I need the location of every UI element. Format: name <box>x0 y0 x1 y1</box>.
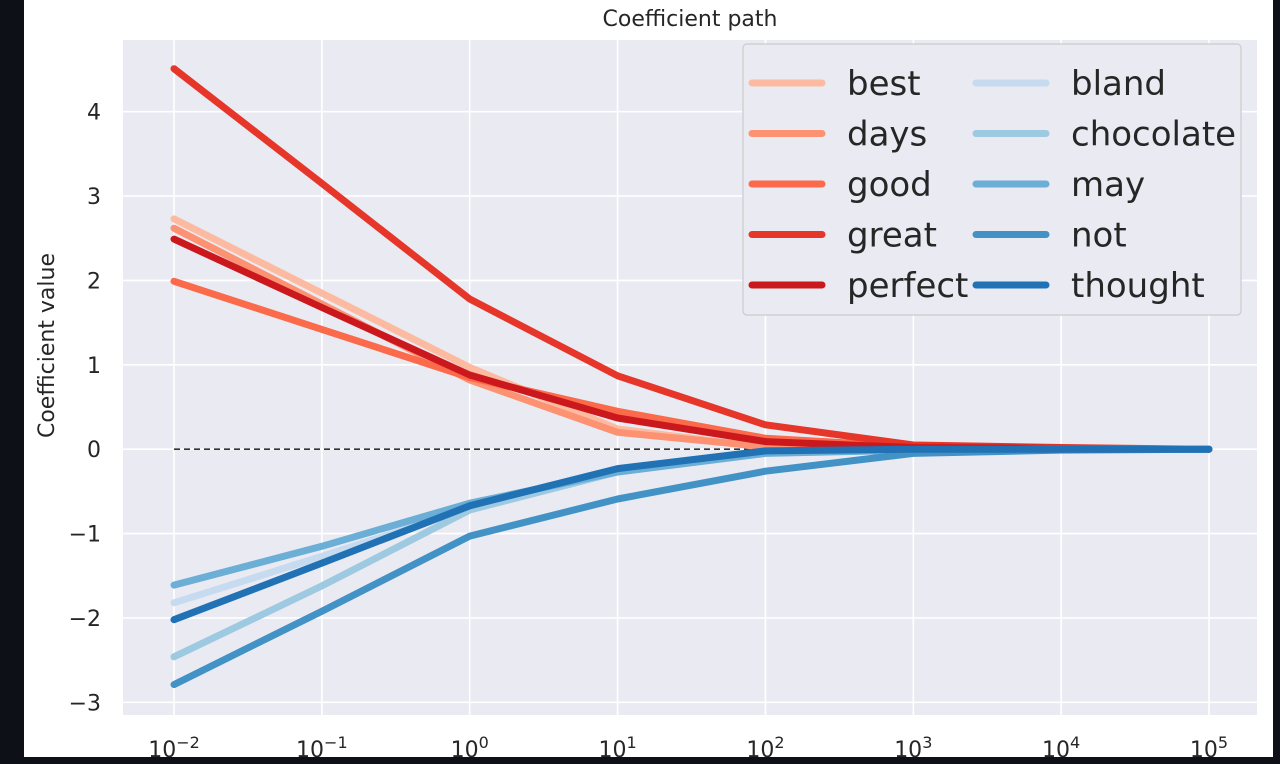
y-tick-label: 1 <box>87 354 101 379</box>
y-tick-label: −3 <box>69 691 101 716</box>
legend-item-great: great <box>748 216 937 256</box>
y-axis-tick-labels: −3 −2 −1 0 1 2 3 4 <box>69 101 101 717</box>
legend-item-thought: thought <box>972 266 1205 306</box>
y-tick-label: 4 <box>87 101 101 126</box>
legend-box <box>742 43 1242 316</box>
legend-label: perfect <box>847 266 968 306</box>
x-axis-tick-labels: 10−2 10−1 100 101 102 103 104 105 <box>148 733 1228 757</box>
legend-label: bland <box>1071 64 1166 104</box>
legend-label: great <box>847 216 937 256</box>
legend: best days good great perfect bland chocolate ma… <box>742 43 1242 316</box>
x-tick-label: 105 <box>1190 733 1228 757</box>
x-tick-label: 104 <box>1042 733 1080 757</box>
coefficient-path-chart: −3 −2 −1 0 1 2 3 4 10−2 10−1 100 101 102 103 104 105 C… <box>35 7 1257 757</box>
y-axis-label: Coefficient value <box>35 253 60 438</box>
legend-label: good <box>847 165 932 205</box>
x-tick-label: 100 <box>451 733 489 757</box>
legend-item-days: days <box>748 115 927 155</box>
legend-label: may <box>1071 165 1145 205</box>
legend-item-good: good <box>748 165 932 205</box>
legend-item-bland: bland <box>972 64 1166 104</box>
x-tick-label: 103 <box>894 733 932 757</box>
legend-label: not <box>1071 216 1127 256</box>
x-tick-label: 101 <box>598 733 636 757</box>
legend-item-not: not <box>972 216 1127 256</box>
y-tick-label: −2 <box>69 607 101 632</box>
x-tick-label: 10−2 <box>148 733 200 757</box>
legend-label: chocolate <box>1071 115 1236 155</box>
legend-label: thought <box>1071 266 1205 306</box>
x-tick-label: 102 <box>746 733 784 757</box>
y-tick-label: 2 <box>87 269 101 294</box>
series-line-thought <box>170 445 1213 624</box>
legend-item-may: may <box>972 165 1145 205</box>
chart-frame: −3 −2 −1 0 1 2 3 4 10−2 10−1 100 101 102 103 104 105 C… <box>24 0 1273 757</box>
y-tick-label: 0 <box>87 438 101 463</box>
x-tick-label: 10−1 <box>296 733 348 757</box>
series-lines <box>170 65 1213 689</box>
y-tick-label: −1 <box>69 523 101 548</box>
legend-label: best <box>847 64 921 104</box>
y-tick-label: 3 <box>87 185 101 210</box>
legend-item-perfect: perfect <box>748 266 968 306</box>
legend-item-chocolate: chocolate <box>972 115 1236 155</box>
legend-item-best: best <box>748 64 921 104</box>
chart-title: Coefficient path <box>603 7 778 32</box>
legend-label: days <box>847 115 927 155</box>
legend-items: best days good great perfect bland chocolate ma… <box>748 64 1236 306</box>
